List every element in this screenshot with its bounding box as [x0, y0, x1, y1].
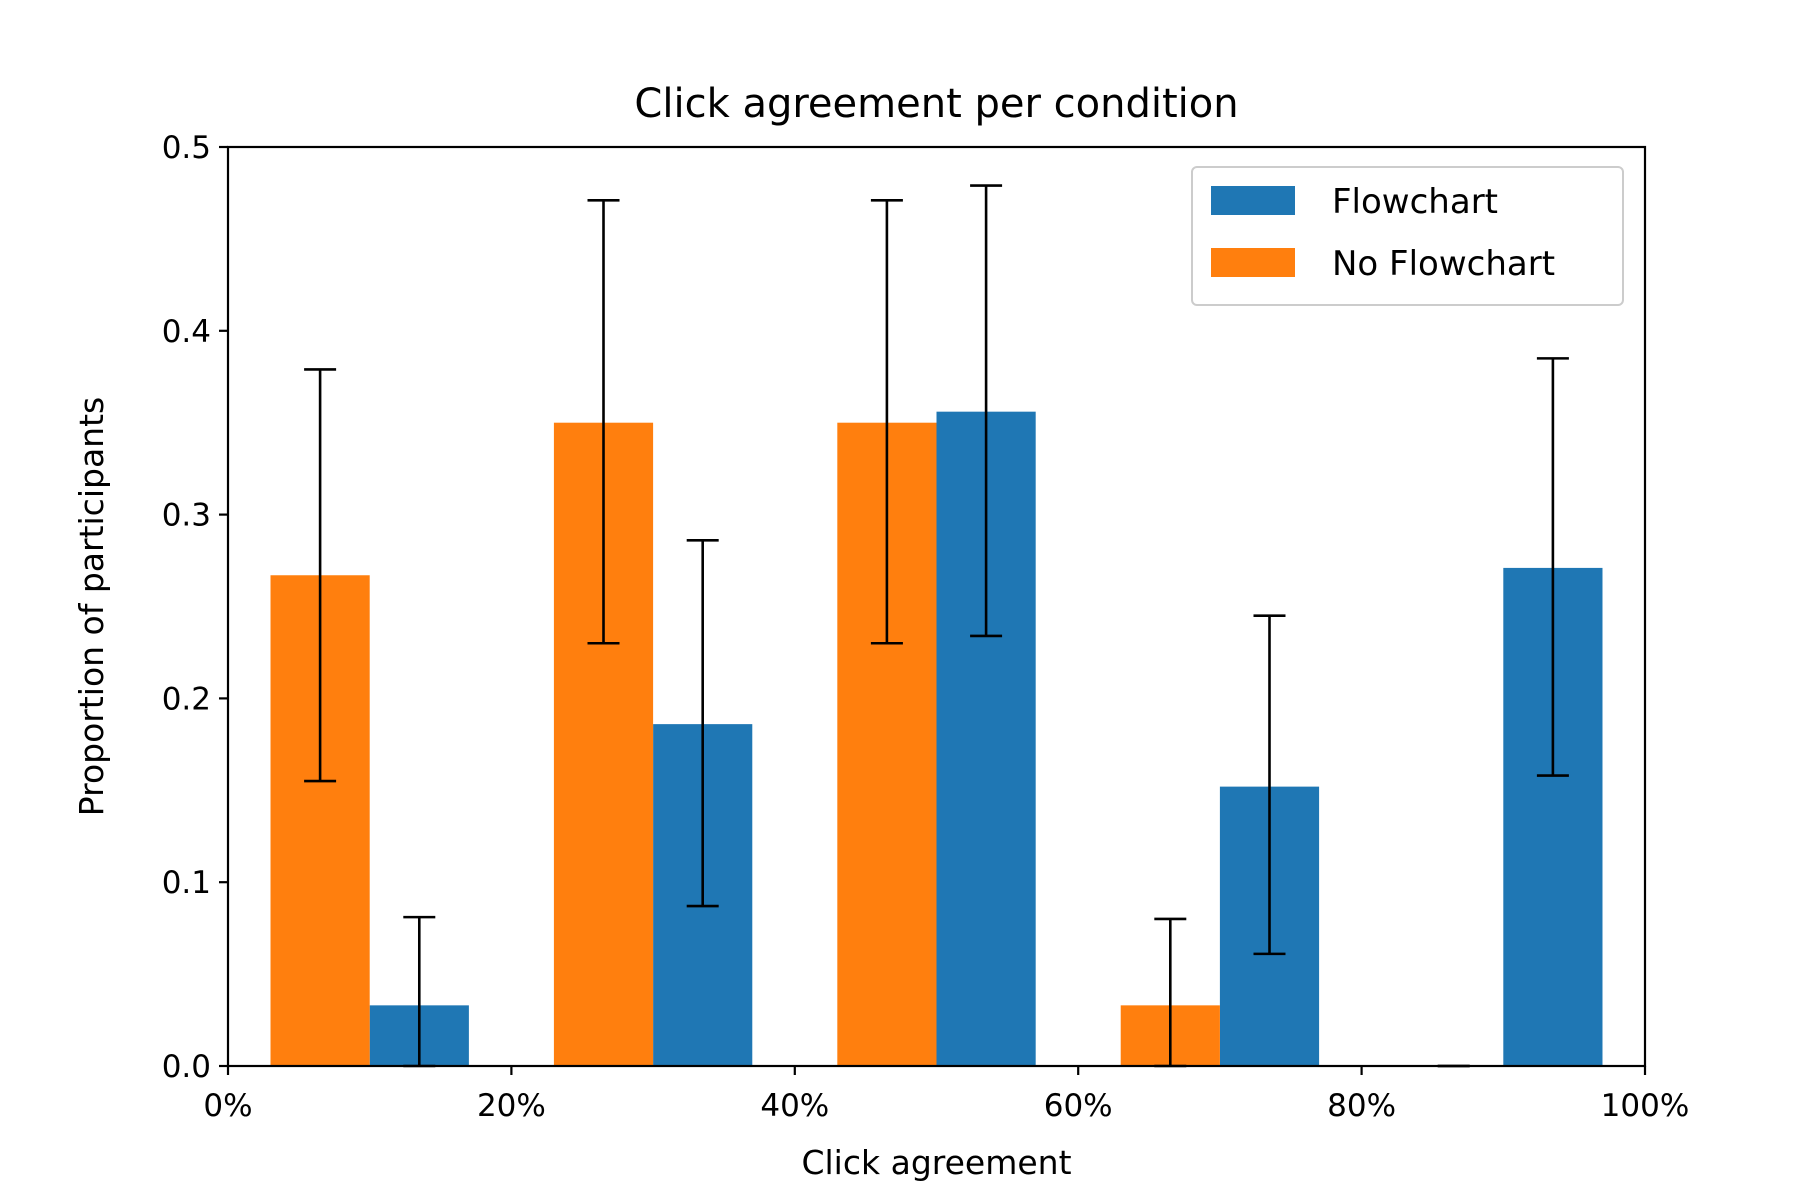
- legend-swatch: [1211, 186, 1295, 215]
- legend-box: [1191, 166, 1624, 306]
- y-tick-label: 0.1: [162, 865, 211, 901]
- x-axis-ticks: 0% 20% 40% 60% 80% 100%: [203, 1066, 1689, 1124]
- x-tick-label: 60%: [1044, 1088, 1113, 1124]
- error-bar-no-flowchart-0: [304, 368, 337, 783]
- legend-swatch: [1211, 248, 1295, 277]
- error-bar-flowchart-4: [1536, 357, 1569, 777]
- x-tick-label: 80%: [1327, 1088, 1396, 1124]
- y-tick-label: 0.4: [162, 314, 211, 350]
- axes-frame: [226, 145, 1647, 1068]
- x-tick-label: 40%: [760, 1088, 829, 1124]
- y-axis-ticks: 0.0 0.1 0.2 0.3 0.4 0.5: [162, 130, 228, 1085]
- error-bar-flowchart-1: [686, 539, 719, 908]
- x-axis-label: Click agreement: [801, 1143, 1071, 1182]
- y-tick-label: 0.3: [162, 498, 211, 534]
- error-bar-flowchart-3: [1253, 614, 1286, 956]
- error-bar-flowchart-2: [970, 184, 1003, 638]
- x-tick-label: 0%: [203, 1088, 252, 1124]
- legend: Flowchart No Flowchart: [1191, 166, 1624, 306]
- legend-label: No Flowchart: [1332, 244, 1555, 284]
- error-bar-no-flowchart-2: [870, 199, 903, 645]
- legend-label: Flowchart: [1332, 182, 1498, 222]
- chart-title: Click agreement per condition: [634, 81, 1238, 127]
- error-bar-no-flowchart-1: [587, 199, 620, 645]
- y-tick-label: 0.2: [162, 681, 211, 717]
- legend-item-no-flowchart: No Flowchart: [1211, 244, 1555, 284]
- error-bars: [304, 184, 1569, 1068]
- y-tick-label: 0.0: [162, 1049, 211, 1085]
- legend-item-flowchart: Flowchart: [1211, 182, 1498, 222]
- x-tick-label: 100%: [1601, 1088, 1690, 1124]
- x-tick-label: 20%: [477, 1088, 546, 1124]
- y-tick-label: 0.5: [162, 130, 211, 166]
- y-axis-label: Proportion of participants: [72, 397, 111, 816]
